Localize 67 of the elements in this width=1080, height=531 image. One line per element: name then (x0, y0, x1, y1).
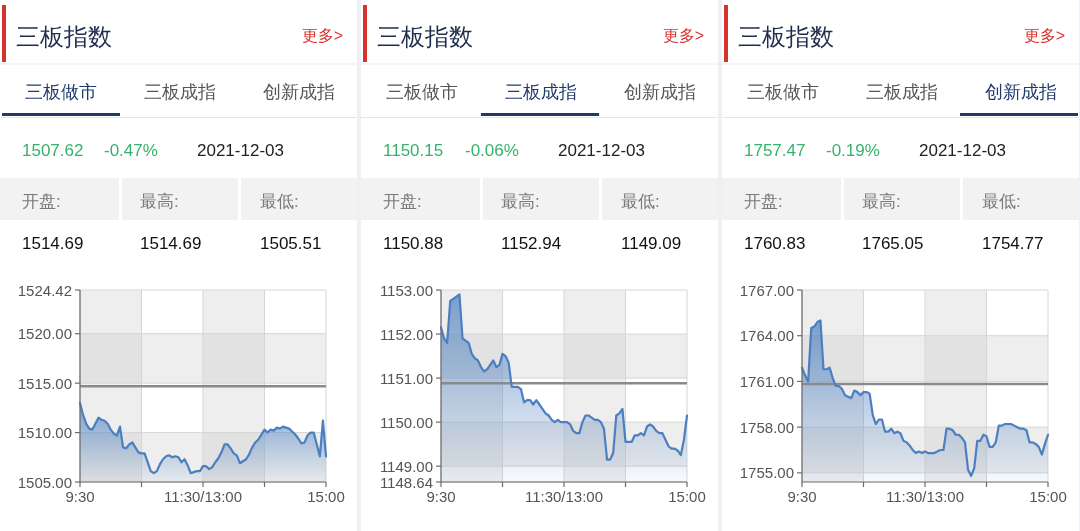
text: 创新成指 (985, 82, 1057, 102)
text: 最高: (501, 192, 540, 211)
text: 1150.88 (383, 234, 444, 253)
y-tick-label: 1758.00 (739, 418, 794, 436)
text: 1514.69 (22, 234, 84, 253)
text: 更多> (301, 27, 343, 44)
text: 1757.47 (744, 141, 806, 160)
x-tick-label: 9:30 (65, 488, 95, 505)
x-tick-label: 11:30/13:00 (524, 488, 604, 505)
text: 2021-12-03 (197, 141, 284, 160)
y-tick-label: 1767.00 (739, 281, 794, 299)
text: 1149.09 (621, 234, 682, 253)
text: 三板成指 (866, 82, 938, 102)
x-tick-label: 11:30/13:00 (885, 488, 965, 505)
y-tick-label: 1505.00 (17, 473, 72, 491)
y-tick-label: 1524.42 (17, 281, 72, 299)
text: 三板成指 (144, 82, 216, 102)
y-tick-label: 1755.00 (739, 464, 794, 482)
y-tick-label: 1152.00 (379, 325, 433, 343)
text: 最低: (621, 192, 660, 211)
text: 1152.94 (501, 234, 562, 253)
text: -0.06% (465, 141, 519, 160)
x-tick-label: 11:30/13:00 (163, 488, 243, 505)
y-tick-label: 1761.00 (739, 372, 794, 390)
text: 开盘: (383, 192, 422, 211)
y-tick-label: 1151.00 (379, 369, 433, 387)
text: 开盘: (22, 192, 61, 211)
text: 创新成指 (263, 82, 335, 102)
text: 三板做市 (386, 82, 458, 102)
text: 1754.77 (982, 234, 1044, 253)
chart-title: 三板指数 (738, 23, 834, 50)
x-tick-label: 15:00 (1029, 488, 1067, 505)
y-tick-label: 1515.00 (17, 374, 72, 392)
text: 1505.51 (260, 234, 322, 253)
text: 三板做市 (747, 82, 819, 102)
text: 更多> (1023, 27, 1065, 44)
text: 最低: (260, 192, 299, 211)
text: 三板成指 (505, 82, 577, 102)
x-tick-label: 9:30 (787, 488, 817, 505)
text: 最高: (862, 192, 901, 211)
y-tick-label: 1520.00 (17, 325, 72, 343)
x-tick-label: 15:00 (307, 488, 345, 505)
text: 创新成指 (624, 82, 696, 102)
x-tick-label: 15:00 (668, 488, 706, 505)
text: 开盘: (744, 192, 783, 211)
text: 更多> (662, 27, 704, 44)
text: 1507.62 (22, 141, 84, 160)
y-tick-label: 1510.00 (17, 424, 72, 442)
text: 三板做市 (25, 82, 97, 102)
text: 1760.83 (744, 234, 806, 253)
text: 1514.69 (140, 234, 202, 253)
y-tick-label: 1764.00 (739, 327, 794, 345)
text: -0.47% (104, 141, 158, 160)
chart-title: 三板指数 (16, 23, 112, 50)
text: 1150.15 (383, 141, 444, 160)
text: 2021-12-03 (919, 141, 1006, 160)
y-tick-label: 1149.00 (379, 457, 433, 475)
y-tick-label: 1150.00 (379, 413, 433, 431)
text: 最高: (140, 192, 179, 211)
chart-title: 三板指数 (377, 23, 473, 50)
text: 最低: (982, 192, 1021, 211)
text: -0.19% (826, 141, 880, 160)
text: 1765.05 (862, 234, 924, 253)
x-tick-label: 9:30 (426, 488, 456, 505)
y-tick-label: 1148.64 (379, 473, 433, 491)
text: 2021-12-03 (558, 141, 645, 160)
y-tick-label: 1153.00 (379, 281, 433, 299)
